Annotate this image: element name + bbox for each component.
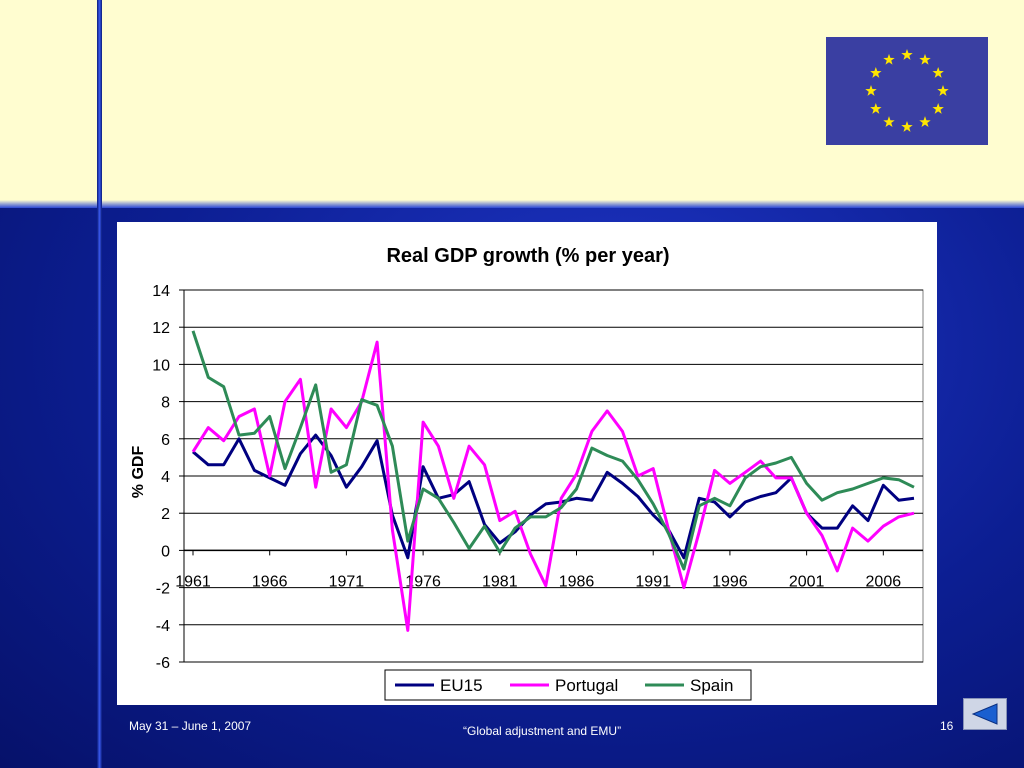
x-tick-label: 1976	[405, 573, 441, 590]
flag-star	[901, 49, 913, 60]
y-tick-label: 12	[152, 320, 170, 337]
flag-star	[932, 103, 944, 114]
flag-star	[870, 67, 882, 78]
y-tick-label: -6	[156, 655, 170, 672]
x-tick-label: 1996	[712, 573, 748, 590]
y-tick-label: 10	[152, 357, 170, 374]
header-band-shadow	[0, 200, 1024, 208]
legend-box	[384, 669, 752, 701]
series-line-spain	[191, 330, 915, 571]
flag-star	[932, 67, 944, 78]
gdp-growth-chart: Real GDP growth (% per year) % GDF 14121…	[130, 245, 924, 701]
x-tick-label: 2001	[789, 573, 825, 590]
y-tick-label: 0	[161, 543, 170, 560]
y-tick-label: -2	[156, 581, 170, 598]
back-arrow-icon[interactable]	[963, 698, 1007, 730]
chart-series	[191, 330, 915, 632]
y-axis-label: % GDF	[130, 446, 147, 499]
vertical-accent-line	[97, 0, 102, 768]
chart-panel: Real GDP growth (% per year) % GDF 14 12 1…	[117, 222, 937, 705]
chart-gridlines	[183, 289, 924, 663]
flag-star	[865, 85, 877, 96]
y-tick-label: 2	[161, 506, 170, 523]
y-tick-label: 6	[161, 432, 170, 449]
y-tick-label: 8	[161, 395, 170, 412]
x-tick-label: 1986	[559, 573, 595, 590]
legend-label: EU15	[440, 676, 483, 695]
legend-label: Spain	[690, 676, 733, 695]
chart-axes: 14 12 10 8 6 4 2 0 -2 -4 -6 1961 1966 1971 1976 1981 198…	[152, 283, 923, 672]
y-tick-label: -4	[156, 618, 170, 635]
back-arrow-shape	[971, 703, 998, 725]
x-tick-label: 1991	[635, 573, 671, 590]
chart-legend: EU15 Portugal Spain	[384, 669, 752, 701]
y-tick-label: 4	[161, 469, 170, 486]
legend-label: Portugal	[555, 676, 618, 695]
slide-footer-title: “Global adjustment and EMU”	[463, 724, 622, 738]
chart-title: Real GDP growth (% per year)	[386, 245, 669, 267]
x-tick-label: 1961	[175, 573, 211, 590]
x-tick-label: 1966	[252, 573, 288, 590]
flag-star	[870, 103, 882, 114]
series-line-portugal	[191, 340, 915, 632]
x-tick-label: 1981	[482, 573, 518, 590]
flag-star	[919, 116, 931, 128]
flag-star	[901, 121, 913, 132]
flag-star	[937, 85, 949, 96]
y-tick-label: 14	[152, 283, 170, 300]
flag-star	[919, 53, 931, 65]
eu-flag-icon	[826, 37, 988, 145]
slide-page-number: 16	[940, 719, 954, 733]
flag-star	[883, 116, 895, 128]
x-tick-label: 1971	[329, 573, 365, 590]
slide-date: May 31 – June 1, 2007	[129, 719, 252, 733]
eu-flag-stars	[865, 49, 949, 132]
x-tick-label: 2006	[866, 573, 902, 590]
flag-star	[883, 53, 895, 65]
